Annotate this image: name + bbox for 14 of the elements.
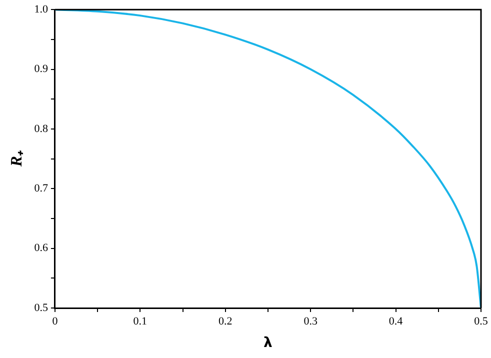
y-tick-label: 1.0 — [34, 3, 48, 16]
x-axis-title: λ — [264, 335, 273, 352]
y-tick-label: 0.5 — [34, 302, 48, 314]
x-tick-label: 0.4 — [388, 315, 404, 328]
y-tick-label: 0.9 — [34, 63, 48, 76]
y-axis-title: R₊ — [8, 150, 26, 168]
x-tick-label: 0 — [52, 315, 58, 328]
y-tick-label: 0.7 — [34, 182, 48, 195]
y-tick-label: 0.6 — [34, 242, 48, 254]
x-tick-label: 0.5 — [474, 315, 488, 328]
x-tick-label: 0.3 — [304, 315, 318, 328]
y-tick-label: 0.8 — [34, 122, 48, 135]
x-tick-label: 0.1 — [133, 315, 148, 328]
x-tick-label: 0.2 — [218, 315, 232, 328]
